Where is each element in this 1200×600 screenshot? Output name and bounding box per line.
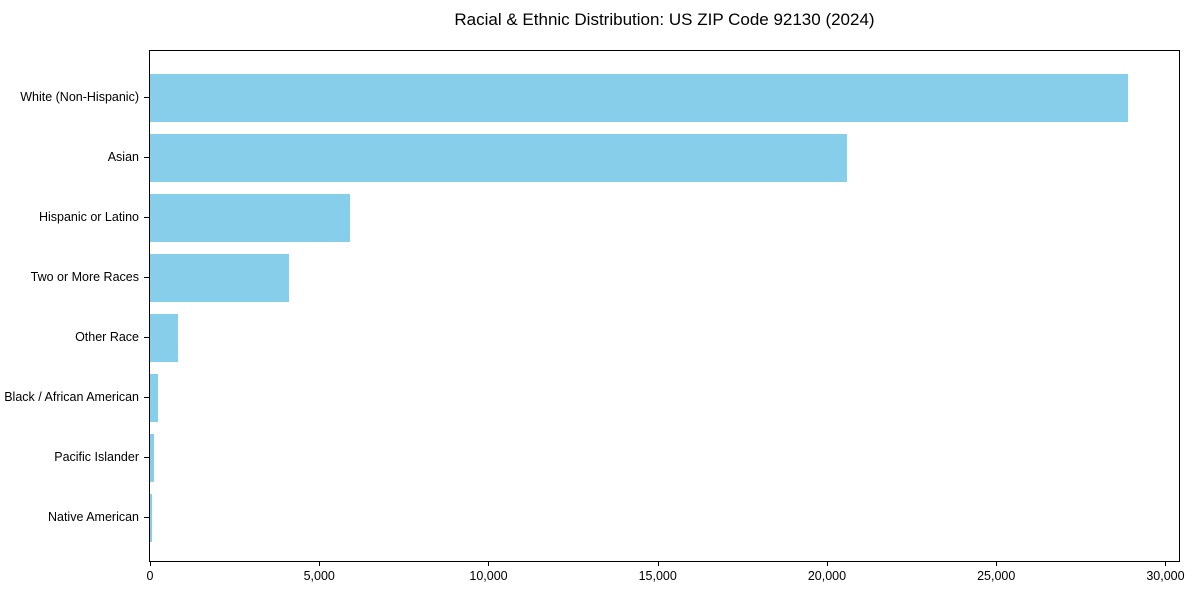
plot-area [149, 50, 1180, 562]
y-tick-mark [144, 277, 149, 278]
y-tick-label: Asian [107, 150, 139, 164]
bar [150, 494, 153, 542]
y-tick-mark [144, 217, 149, 218]
y-tick-label: Black / African American [4, 390, 139, 404]
x-tick-label: 25,000 [977, 569, 1016, 583]
y-tick-label: Pacific Islander [54, 450, 139, 464]
x-tick-mark [1165, 562, 1167, 566]
y-tick-label: Native American [47, 510, 139, 524]
y-tick-mark [144, 517, 149, 518]
y-tick-mark [144, 397, 149, 398]
y-tick-label: Hispanic or Latino [38, 210, 139, 224]
bar [150, 254, 290, 302]
x-tick-mark [826, 562, 828, 566]
x-tick-mark [319, 562, 321, 566]
x-tick-label: 30,000 [1146, 569, 1185, 583]
chart-title: Racial & Ethnic Distribution: US ZIP Cod… [454, 10, 875, 29]
y-tick-mark [144, 97, 149, 98]
x-tick-label: 20,000 [807, 569, 847, 583]
y-tick-mark [144, 337, 149, 338]
bar [150, 194, 350, 242]
y-tick-label: White (Non-Hispanic) [20, 90, 139, 104]
bar [150, 434, 154, 482]
x-tick-label: 5,000 [303, 569, 335, 583]
y-tick-mark [144, 457, 149, 458]
x-tick-label: 15,000 [638, 569, 677, 583]
bar [150, 314, 178, 362]
x-tick-mark [150, 562, 151, 566]
y-tick-label: Other Race [75, 330, 139, 344]
x-tick-mark [657, 562, 659, 566]
bar [150, 134, 848, 182]
x-tick-label: 10,000 [469, 569, 508, 583]
x-tick-mark [996, 562, 998, 566]
bar [150, 74, 1129, 122]
y-tick-mark [144, 157, 149, 158]
bar [150, 374, 159, 422]
y-tick-label: Two or More Races [30, 270, 139, 284]
x-tick-mark [488, 562, 490, 566]
x-tick-label: 0 [146, 569, 154, 583]
